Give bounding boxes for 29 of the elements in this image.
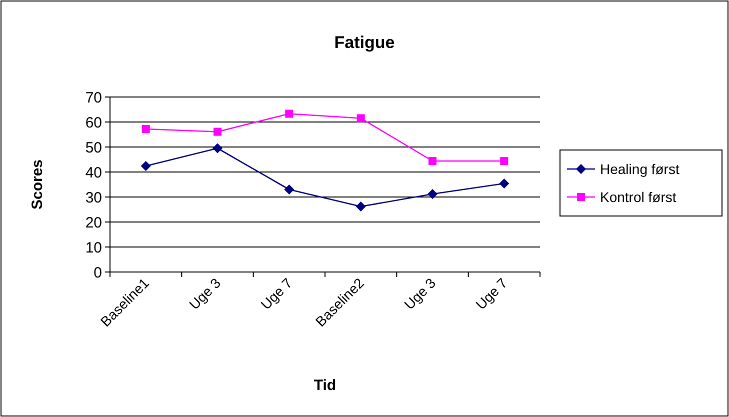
point	[214, 128, 222, 136]
point	[285, 110, 294, 118]
y-tick-label: 30	[85, 189, 102, 206]
point	[500, 157, 508, 165]
chart-title: Fatigue	[334, 33, 395, 52]
point	[356, 202, 366, 212]
y-tick-label: 10	[85, 239, 102, 256]
y-tick-label: 50	[85, 139, 102, 156]
y-axis-title: Scores	[29, 159, 46, 210]
legend-label: Healing først	[600, 160, 680, 177]
x-tick-label: Uge 3	[186, 274, 224, 313]
point	[140, 161, 151, 171]
point	[212, 143, 222, 154]
y-tick-label: 20	[85, 214, 102, 232]
x-axis-title: Tid	[314, 377, 336, 394]
point	[428, 189, 438, 199]
x-tick-label: Uge 3	[400, 274, 439, 313]
y-tick-label: 0	[94, 264, 102, 282]
legend-label: Kontrol først	[600, 188, 676, 205]
x-tick-label: Uge 7	[472, 274, 510, 313]
point	[356, 114, 365, 122]
point	[284, 184, 294, 194]
point	[142, 125, 150, 133]
y-tick-label: 40	[85, 164, 102, 182]
point	[428, 157, 436, 165]
y-tick-label: 60	[85, 114, 102, 132]
y-tick-label: 70	[85, 89, 102, 106]
point	[499, 178, 510, 188]
x-tick-label: Uge 7	[258, 274, 296, 313]
